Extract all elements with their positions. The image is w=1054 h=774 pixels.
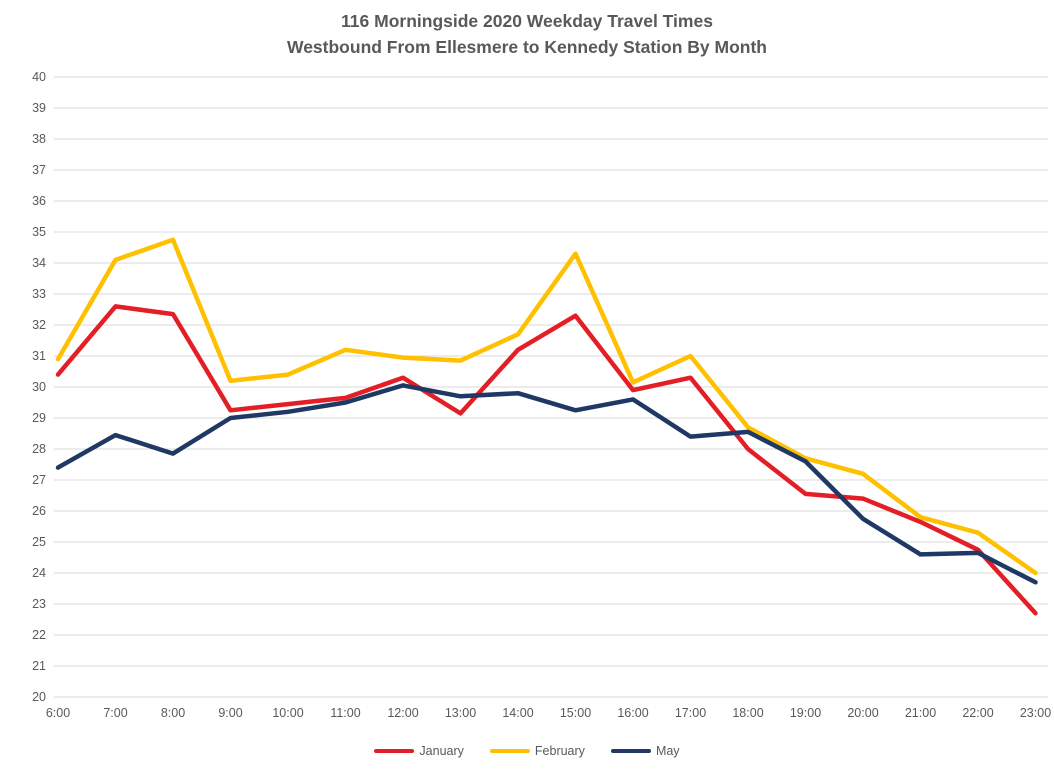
y-axis-tick-label: 22	[32, 628, 46, 642]
x-axis-tick-label: 18:00	[732, 706, 763, 720]
x-axis-tick-label: 16:00	[617, 706, 648, 720]
y-axis-tick-label: 28	[32, 442, 46, 456]
plot-area: 20 21 22 23 24 25 26 27 28 29 30 31 32 33 34 35 36 37 38 39…	[32, 70, 1051, 720]
x-axis-tick-label: 15:00	[560, 706, 591, 720]
x-axis-tick-label: 22:00	[962, 706, 993, 720]
series-line-january	[55, 304, 1038, 616]
y-axis-tick-label: 30	[32, 380, 46, 394]
x-axis-tick-label: 6:00	[46, 706, 70, 720]
x-axis-tick-label: 20:00	[847, 706, 878, 720]
x-axis-tick-label: 21:00	[905, 706, 936, 720]
legend-item-february: February	[489, 744, 585, 758]
y-axis-tick-label: 34	[32, 256, 46, 270]
legend-label: January	[419, 744, 464, 758]
x-axis-tick-label: 13:00	[445, 706, 476, 720]
y-axis-tick-label: 39	[32, 101, 46, 115]
x-axis-tick-label: 10:00	[272, 706, 303, 720]
chart-title-line2: Westbound From Ellesmere to Kennedy Stat…	[287, 37, 767, 57]
legend-item-january: January	[374, 744, 464, 758]
legend-swatch-february	[489, 748, 530, 754]
legend-label: February	[534, 744, 585, 758]
legend-item-may: May	[610, 744, 680, 758]
y-axis-tick-label: 36	[32, 194, 46, 208]
x-axis-tick-label: 7:00	[103, 706, 127, 720]
chart-title: 116 Morningside 2020 Weekday Travel Time…	[0, 8, 1054, 60]
y-axis-tick-label: 32	[32, 318, 46, 332]
legend-swatch-may	[610, 748, 651, 754]
legend-swatch-january	[374, 748, 415, 754]
x-axis-tick-label: 19:00	[790, 706, 821, 720]
y-axis-tick-label: 20	[32, 690, 46, 704]
x-axis-tick-label: 12:00	[387, 706, 418, 720]
chart-legend: January February May	[0, 744, 1054, 758]
y-axis-tick-label: 33	[32, 287, 46, 301]
x-axis-tick-label: 17:00	[675, 706, 706, 720]
series-line-february	[55, 237, 1038, 576]
y-axis-tick-label: 35	[32, 225, 46, 239]
legend-label: May	[655, 744, 680, 758]
y-axis-tick-label: 37	[32, 163, 46, 177]
y-axis-tick-label: 23	[32, 597, 46, 611]
x-axis-tick-label: 11:00	[330, 706, 360, 720]
series-line-may	[55, 383, 1038, 585]
x-axis-tick-label: 23:00	[1020, 706, 1051, 720]
chart-title-line1: 116 Morningside 2020 Weekday Travel Time…	[341, 11, 713, 31]
x-axis-tick-label: 8:00	[161, 706, 185, 720]
y-axis-tick-label: 38	[32, 132, 46, 146]
y-axis-tick-label: 29	[32, 411, 46, 425]
y-axis-tick-label: 21	[32, 659, 46, 673]
y-axis-tick-label: 40	[32, 70, 46, 84]
y-axis-tick-label: 24	[32, 566, 46, 580]
y-axis-tick-label: 26	[32, 504, 46, 518]
y-axis-tick-label: 25	[32, 535, 46, 549]
x-axis-tick-label: 14:00	[502, 706, 533, 720]
x-axis-tick-label: 9:00	[218, 706, 242, 720]
y-axis-tick-label: 27	[32, 473, 46, 487]
y-axis-tick-label: 31	[32, 349, 46, 363]
